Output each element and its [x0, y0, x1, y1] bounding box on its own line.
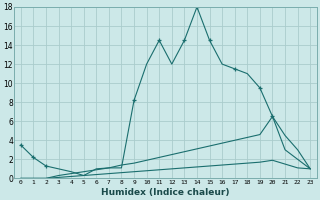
X-axis label: Humidex (Indice chaleur): Humidex (Indice chaleur) — [101, 188, 230, 197]
